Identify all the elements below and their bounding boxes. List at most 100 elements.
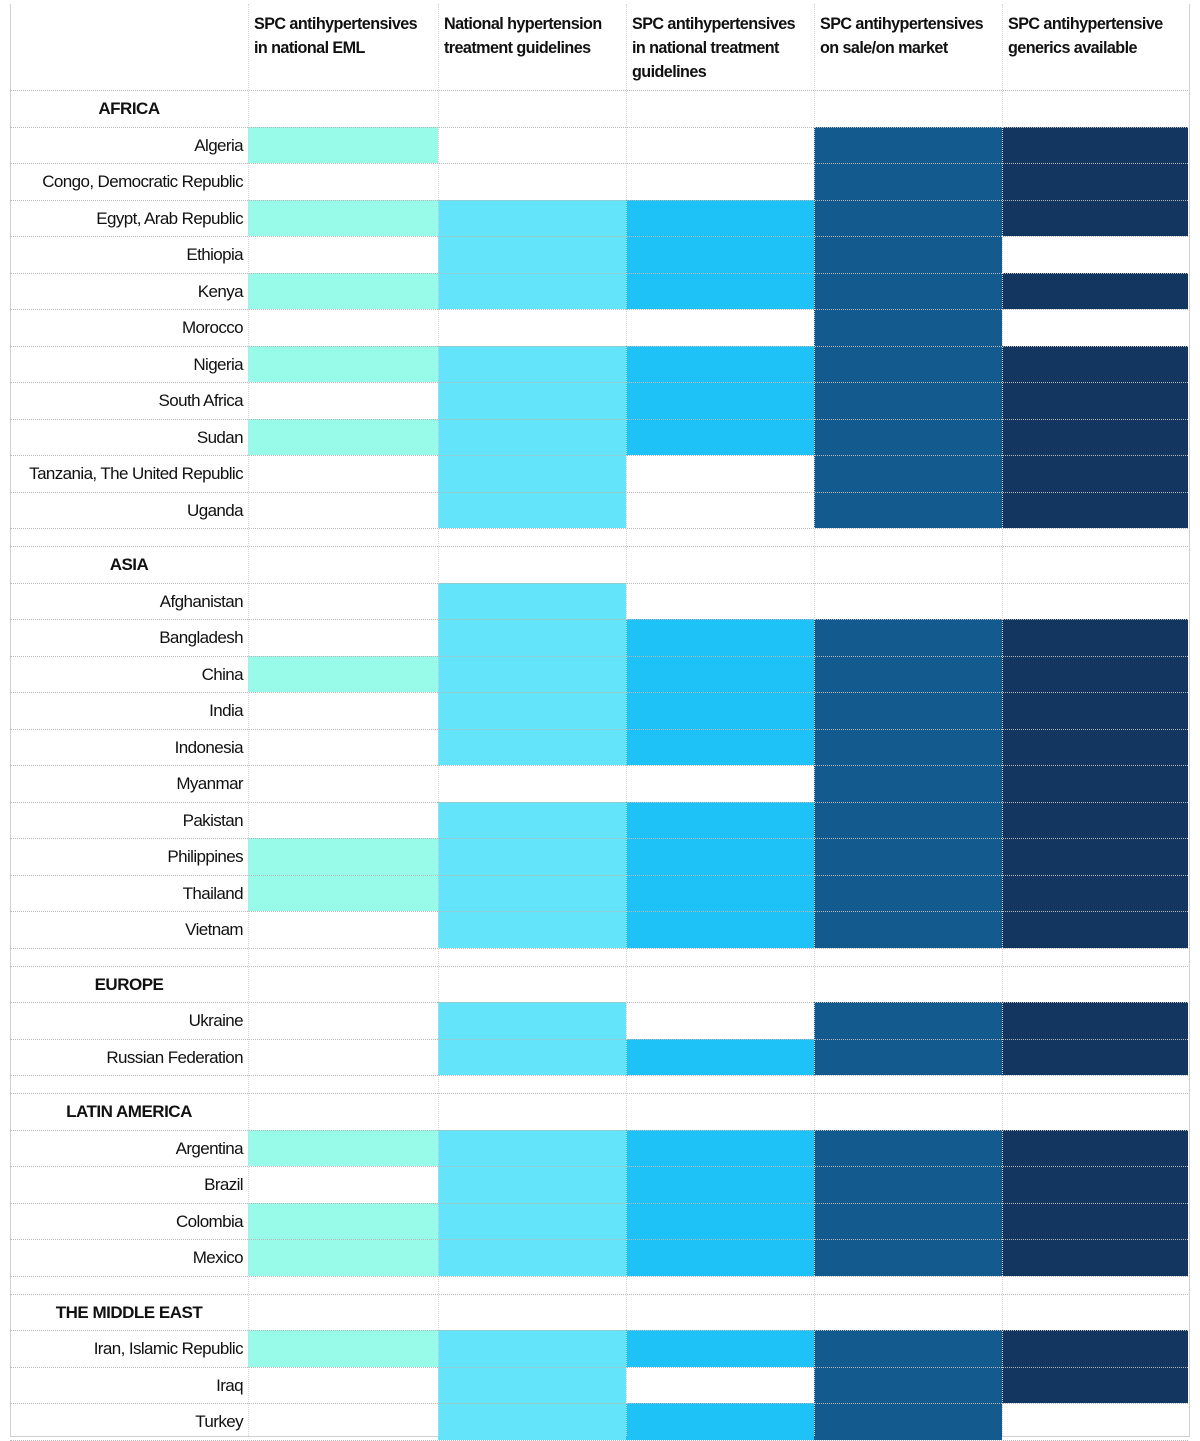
- country-label: Thailand: [182, 883, 244, 903]
- gridline: [248, 4, 249, 1436]
- country-label: Ethiopia: [186, 245, 243, 264]
- gridline: [10, 455, 1188, 456]
- country-label: Brazil: [204, 1175, 244, 1194]
- heatmap-cell: [814, 728, 1002, 765]
- heatmap-cell: [438, 1002, 626, 1039]
- heatmap-cell: [626, 1166, 814, 1203]
- country-label: Turkey: [195, 1412, 243, 1431]
- gridline: [10, 528, 1188, 529]
- gridline: [438, 4, 439, 1436]
- heatmap-cell: [626, 838, 814, 875]
- gridline: [10, 1275, 1188, 1277]
- heatmap-cell: [248, 874, 438, 911]
- heatmap-cell: [1002, 1166, 1188, 1203]
- heatmap-cell: [248, 1202, 438, 1239]
- heatmap-cell: [814, 692, 1002, 729]
- heatmap-cell: [814, 1239, 1002, 1276]
- gridline: [10, 272, 1188, 274]
- gridline: [10, 655, 1188, 657]
- gridline: [10, 1239, 1188, 1240]
- gridline: [10, 199, 1188, 201]
- heatmap-cell: [626, 1403, 814, 1440]
- gridline: [10, 1038, 1188, 1040]
- heatmap-cell: [814, 455, 1002, 492]
- column-header: SPC antihypertensives in national treatm…: [632, 14, 796, 81]
- gridline: [10, 163, 1188, 164]
- country-label: Russian Federation: [106, 1047, 243, 1067]
- heatmap-cell: [626, 911, 814, 948]
- heatmap-cell: [814, 272, 1002, 309]
- heatmap-cell: [438, 655, 626, 692]
- heatmap-cell: [438, 199, 626, 236]
- heatmap-cell: [814, 1038, 1002, 1075]
- country-label: Algeria: [194, 135, 243, 155]
- gridline: [10, 801, 1188, 803]
- heatmap-cell: [1002, 692, 1188, 729]
- gridline: [10, 546, 1188, 547]
- heatmap-cell: [814, 491, 1002, 528]
- heatmap-cell: [1002, 911, 1188, 948]
- heatmap-cell: [1002, 1366, 1188, 1403]
- country-label: Mexico: [192, 1248, 244, 1267]
- gridline: [10, 1439, 1188, 1441]
- country-label: Philippines: [167, 847, 243, 866]
- gridline: [10, 947, 1188, 949]
- gridline: [10, 911, 1188, 912]
- gridline: [10, 1330, 1188, 1331]
- country-label: Sudan: [196, 427, 244, 447]
- heatmap-cell: [814, 1166, 1002, 1203]
- gridline: [10, 90, 1188, 91]
- heatmap-cell: [248, 345, 438, 382]
- heatmap-cell: [626, 728, 814, 765]
- heatmap-cell: [626, 418, 814, 455]
- gridline: [10, 765, 1188, 766]
- heatmap-cell: [814, 1202, 1002, 1239]
- heatmap-cell: [1002, 765, 1188, 802]
- gridline: [10, 1403, 1188, 1404]
- heatmap-cell: [438, 728, 626, 765]
- country-label: Pakistan: [182, 810, 244, 830]
- country-label: Egypt, Arab Republic: [96, 208, 243, 228]
- heatmap-cell: [438, 1038, 626, 1075]
- country-label: Iraq: [216, 1375, 244, 1395]
- gridline: [10, 692, 1188, 693]
- heatmap-cell: [626, 1129, 814, 1166]
- heatmap-cell: [438, 345, 626, 382]
- heatmap-cell: [1002, 874, 1188, 911]
- heatmap-cell: [438, 801, 626, 838]
- country-label: South Africa: [158, 391, 244, 410]
- heatmap-cell: [438, 1403, 626, 1440]
- heatmap-cell: [438, 1366, 626, 1403]
- gridline: [626, 4, 627, 1436]
- gridline: [10, 1075, 1188, 1076]
- heatmap-cell: [438, 911, 626, 948]
- column-header: SPC antihypertensives on sale/on market: [820, 14, 984, 57]
- heatmap-cell: [626, 345, 814, 382]
- gridline: [1002, 4, 1003, 1436]
- column-header: SPC antihypertensives in national EML: [254, 14, 418, 57]
- heatmap-cell: [814, 838, 1002, 875]
- heatmap-cell: [438, 236, 626, 273]
- gridline: [10, 236, 1188, 237]
- heatmap-cell: [438, 1166, 626, 1203]
- heatmap-cell: [1002, 1129, 1188, 1166]
- heatmap-cell: [814, 126, 1002, 163]
- heatmap-cell: [438, 838, 626, 875]
- country-label: Argentina: [175, 1138, 244, 1158]
- country-label: Uganda: [187, 500, 244, 520]
- heatmap-cell: [814, 199, 1002, 236]
- country-label: Afghanistan: [159, 591, 244, 611]
- heatmap-cell: [814, 236, 1002, 273]
- heatmap-cell: [814, 874, 1002, 911]
- heatmap-cell: [1002, 1239, 1188, 1276]
- gridline: [10, 418, 1188, 420]
- gridline: [10, 126, 1188, 128]
- region-label: THE MIDDLE EAST: [55, 1302, 203, 1322]
- heatmap-cell: [248, 1330, 438, 1367]
- heatmap-cell: [1002, 1202, 1188, 1239]
- heatmap-cell: [438, 382, 626, 419]
- gridline: [10, 382, 1188, 383]
- heatmap-cell: [626, 619, 814, 656]
- country-label: Myanmar: [176, 774, 243, 793]
- heatmap-cell: [626, 1239, 814, 1276]
